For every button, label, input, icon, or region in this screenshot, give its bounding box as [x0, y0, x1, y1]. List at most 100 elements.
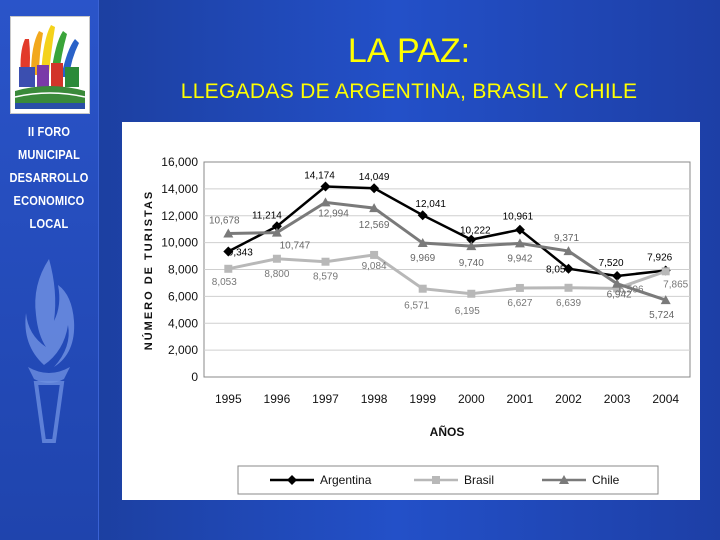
y-tick-label: 6,000 [168, 289, 198, 303]
series-line-brasil [227, 253, 667, 296]
point-marker [417, 238, 428, 248]
data-label: 6,627 [507, 298, 532, 309]
point-marker [563, 246, 574, 256]
legend-label: Chile [592, 473, 620, 487]
point-marker [418, 284, 427, 293]
y-tick-label: 8,000 [168, 263, 198, 277]
data-label: 8,059 [546, 265, 571, 276]
point-marker [272, 254, 281, 263]
point-marker [321, 257, 330, 266]
y-tick-label: 4,000 [168, 316, 198, 330]
slide-subtitle: LLEGADAS DE ARGENTINA, BRASIL Y CHILE [180, 80, 638, 103]
point-marker [612, 270, 623, 281]
forum-line: II FORO [27, 124, 71, 139]
data-label: 14,049 [359, 172, 390, 183]
point-marker [223, 228, 234, 238]
data-label: 11,214 [252, 210, 282, 221]
point-marker [466, 234, 477, 245]
data-label: 7,926 [647, 252, 672, 263]
data-label: 12,994 [318, 208, 349, 219]
point-marker [320, 181, 331, 192]
point-marker [369, 183, 380, 194]
data-label: 8,800 [264, 269, 289, 280]
point-marker [369, 203, 380, 213]
data-labels: 9,343 11,214 14,174 14,049 12,041 10,222 10,96… [209, 171, 689, 322]
forum-name: II FORO MUNICIPAL DESARROLLO ECONOMICO L… [2, 120, 96, 235]
y-tick-label: 10,000 [161, 236, 198, 250]
data-label: 6,596 [619, 284, 644, 295]
data-label: 10,747 [280, 241, 311, 252]
data-label: 8,579 [313, 272, 338, 283]
point-marker [271, 221, 282, 232]
point-marker [563, 263, 574, 274]
y-axis-label: NÚMERO DE TURISTAS [142, 190, 155, 350]
point-marker [224, 264, 233, 273]
data-label: 6,942 [607, 290, 632, 301]
forum-line: DESARROLLO [9, 170, 89, 185]
point-marker [466, 241, 477, 251]
point-marker [514, 238, 525, 248]
x-tick-label: 2003 [604, 392, 631, 406]
y-tick-label: 14,000 [161, 182, 198, 196]
data-label: 9,740 [459, 258, 484, 269]
data-label: 9,371 [554, 233, 579, 244]
series-line-argentina [227, 185, 666, 278]
legend-marker [432, 476, 440, 484]
data-label: 6,639 [556, 298, 581, 309]
data-label: 9,969 [410, 253, 435, 264]
point-marker [467, 289, 476, 298]
y-tick-label: 16,000 [161, 155, 198, 169]
data-label: 9,942 [507, 253, 532, 264]
y-tick-label: 12,000 [161, 209, 198, 223]
legend-label: Argentina [320, 473, 372, 487]
data-label: 5,724 [649, 310, 674, 321]
point-marker [271, 227, 282, 237]
series-line-chile [228, 200, 667, 302]
data-label: 7,865 [663, 279, 688, 290]
legend-marker [287, 475, 297, 485]
data-label: 14,174 [304, 171, 335, 182]
x-axis-label: AÑOS [430, 424, 465, 439]
data-label: 10,961 [503, 212, 534, 223]
x-tick-label: 2002 [555, 392, 582, 406]
line-chart: 0 2,000 4,000 6,000 8,000 10,000 12,000 14,000 1… [122, 122, 700, 500]
x-axis-ticks: 1995 1996 1997 1998 1999 2000 2001 2002 2003 2004 [215, 392, 679, 406]
x-tick-label: 1999 [409, 392, 436, 406]
data-label: 10,678 [209, 216, 240, 227]
legend-marker [559, 475, 569, 484]
data-label: 6,195 [455, 306, 480, 317]
data-label: 12,569 [359, 220, 390, 231]
x-tick-label: 1996 [264, 392, 291, 406]
sidebar: II FORO MUNICIPAL DESARROLLO ECONOMICO L… [0, 0, 99, 540]
slide-title: LA PAZ: [347, 32, 471, 70]
x-tick-label: 1998 [361, 392, 388, 406]
forum-logo [10, 16, 90, 114]
point-marker [417, 210, 428, 221]
point-marker [514, 224, 525, 235]
point-marker [223, 246, 234, 257]
forum-line: ECONOMICO [13, 193, 85, 208]
legend-label: Brasil [464, 473, 494, 487]
point-marker [661, 267, 670, 276]
x-tick-label: 2004 [652, 392, 679, 406]
data-label: 9,084 [362, 261, 387, 272]
point-marker [564, 283, 573, 292]
forum-line: MUNICIPAL [17, 147, 81, 162]
point-marker [320, 197, 331, 207]
point-marker [612, 278, 623, 288]
point-marker [370, 250, 379, 259]
data-label: 8,053 [212, 277, 237, 288]
data-label: 6,571 [404, 301, 429, 312]
data-label: 9,343 [228, 247, 253, 258]
x-tick-label: 1997 [312, 392, 339, 406]
data-label: 10,222 [460, 226, 491, 237]
series-group [223, 181, 671, 305]
gridlines [204, 188, 690, 351]
legend-items: Argentina Brasil Chile [270, 473, 620, 487]
point-marker [515, 283, 524, 292]
forum-line: LOCAL [29, 216, 69, 231]
y-axis-ticks: 0 2,000 4,000 6,000 8,000 10,000 12,000 14,000 1… [161, 155, 198, 384]
y-tick-label: 0 [191, 370, 198, 384]
point-marker [660, 295, 671, 305]
data-label: 12,041 [415, 199, 446, 210]
